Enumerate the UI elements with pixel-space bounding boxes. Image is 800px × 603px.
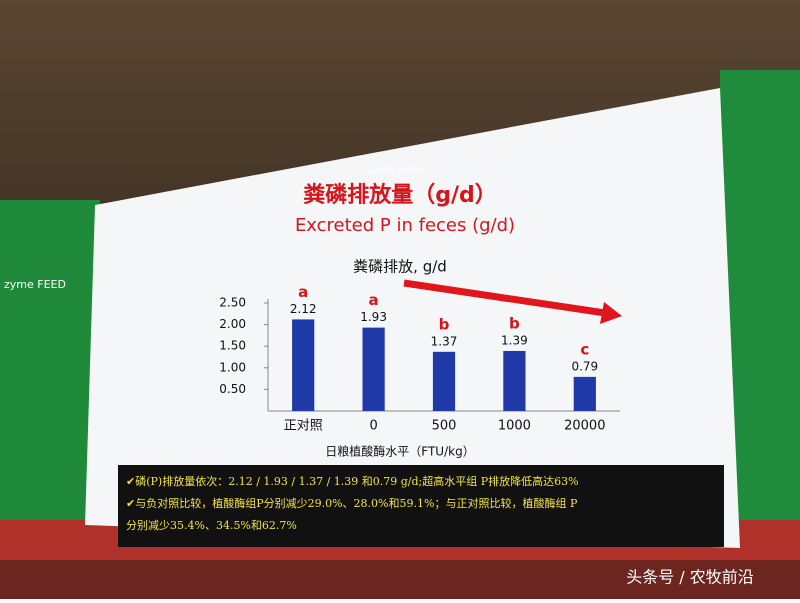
bar <box>292 319 315 411</box>
note-line: ✔磷(P)排放量依次：2.12 / 1.93 / 1.37 / 1.39 和0.… <box>126 474 579 488</box>
notes: ✔磷(P)排放量依次：2.12 / 1.93 / 1.37 / 1.39 和0.… <box>126 474 579 532</box>
bar <box>362 327 385 411</box>
note-line: ✔与负对照比较，植酸酶组P分别减少29.0%、28.0%和59.1%；与正对照比… <box>126 496 578 510</box>
trend-arrow <box>403 279 613 318</box>
bar <box>503 350 526 411</box>
y-tick-label: 1.00 <box>219 360 246 374</box>
value-label: 1.37 <box>431 334 458 348</box>
x-tick-label: 20000 <box>564 419 605 434</box>
significance-letter: b <box>439 315 450 333</box>
x-tick-label: 0 <box>369 419 377 434</box>
y-tick-label: 0.50 <box>219 382 246 396</box>
x-tick-label: 500 <box>432 419 457 434</box>
value-label: 0.79 <box>571 359 598 373</box>
watermark: 头条号 / 农牧前沿 <box>626 568 754 587</box>
slide-title: 粪磷排放量（g/d） <box>303 182 497 208</box>
x-tick-label: 正对照 <box>284 419 323 434</box>
slide-subtitle: Excreted P in feces (g/d) <box>295 215 515 236</box>
clock: 12:16 <box>368 166 394 176</box>
significance-letter: a <box>369 291 379 309</box>
arrow-head <box>600 302 622 324</box>
y-tick-label: 2.00 <box>219 317 246 331</box>
side-text: zyme FEED <box>4 278 66 291</box>
left-screen <box>0 200 100 530</box>
slide <box>85 88 740 548</box>
page-number: 25/50 <box>396 166 422 176</box>
audience <box>0 560 800 599</box>
significance-letter: b <box>509 314 520 332</box>
value-label: 1.93 <box>360 310 387 324</box>
y-tick-label: 2.50 <box>219 296 246 310</box>
x-tick-label: 1000 <box>498 419 531 434</box>
y-tick-label: 1.50 <box>219 339 246 353</box>
value-label: 1.39 <box>501 333 528 347</box>
notes-box <box>118 465 724 547</box>
significance-letter: a <box>298 283 308 301</box>
bar <box>432 351 456 411</box>
note-line: 分别减少35.4%、34.5%和62.7% <box>126 519 297 532</box>
bar <box>573 376 596 411</box>
x-axis-label: 日粮植酸酶水平（FTU/kg） <box>325 444 474 459</box>
significance-letter: c <box>580 340 589 358</box>
value-label: 2.12 <box>290 302 317 316</box>
chart-title: 粪磷排放, g/d <box>353 258 447 276</box>
